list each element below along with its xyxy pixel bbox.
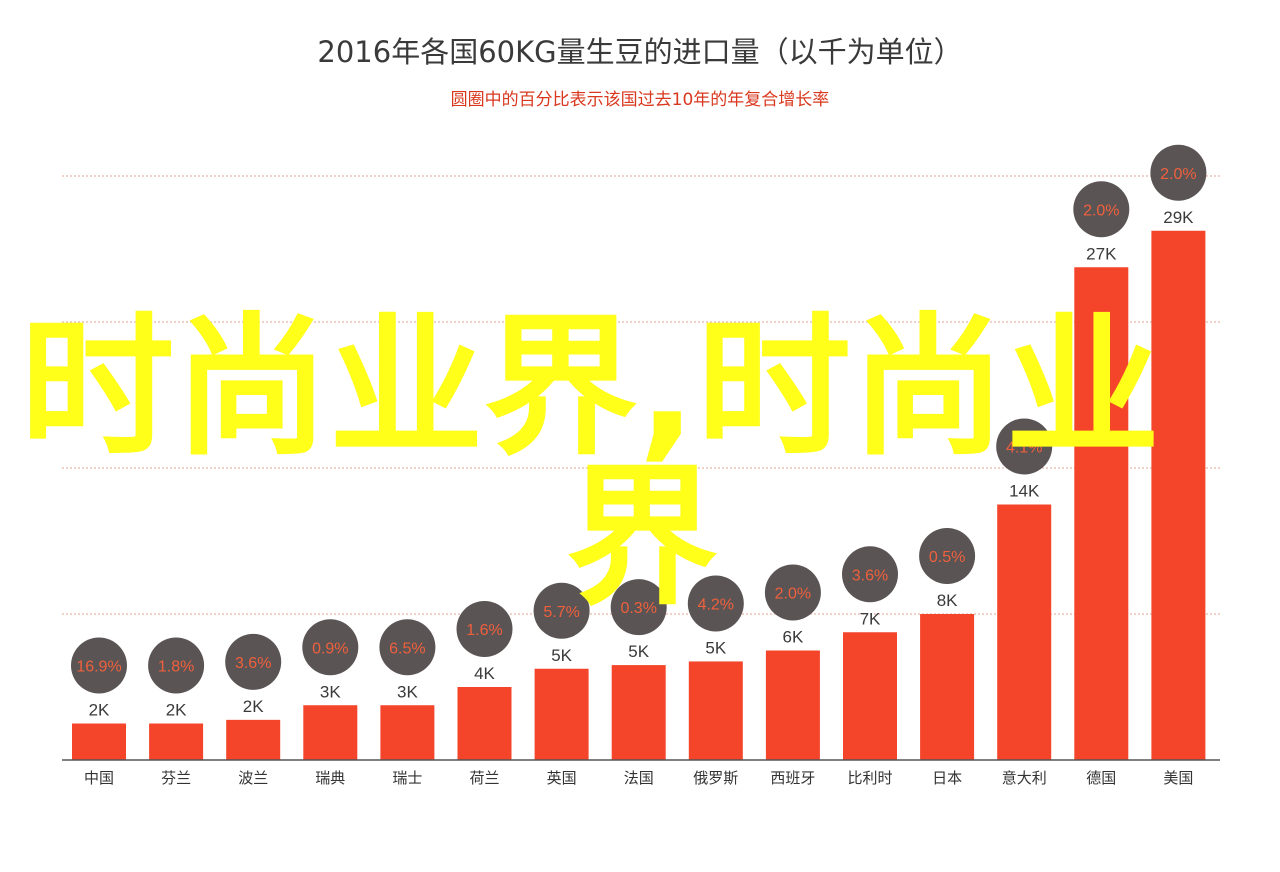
bar [688, 661, 743, 760]
category-label: 中国 [84, 769, 114, 787]
chart-subtitle: 圆圈中的百分比表示该国过去10年的年复合增长率 [451, 90, 830, 110]
value-label: 3K [397, 682, 418, 701]
bar [1074, 267, 1129, 760]
bar [843, 632, 897, 760]
growth-circle [148, 637, 205, 694]
growth-label: 2.0% [1160, 166, 1196, 183]
growth-circle [919, 528, 976, 584]
value-label: 29K [1163, 208, 1194, 227]
growth-label: 0.3% [620, 600, 656, 617]
growth-circle [764, 564, 821, 621]
bar [997, 504, 1052, 760]
category-label: 瑞典 [315, 769, 345, 787]
growth-label: 1.8% [158, 659, 194, 676]
category-label: 日本 [932, 769, 962, 787]
category-label: 美国 [1163, 769, 1193, 787]
growth-label: 6.5% [389, 640, 425, 657]
growth-label: 5.7% [543, 604, 579, 621]
category-label: 俄罗斯 [693, 769, 738, 787]
category-label: 荷兰 [469, 769, 499, 787]
bar [920, 614, 975, 760]
growth-label: 4.2% [698, 596, 734, 613]
bar [534, 668, 589, 760]
value-label: 14K [1009, 482, 1040, 501]
growth-circle [71, 637, 127, 694]
growth-circle [1073, 181, 1130, 238]
value-label: 4K [474, 664, 495, 683]
bars [72, 230, 1206, 760]
category-label: 法国 [624, 769, 654, 787]
bar [765, 650, 820, 760]
growth-label: 0.5% [929, 549, 965, 566]
category-label: 芬兰 [161, 769, 191, 787]
labels: 2K 16.9% 中国 2K 1.8% 芬兰 2K 3.6% 波兰 3K 0.9% 瑞典 3K 6.5% 瑞… [71, 144, 1207, 787]
bar [149, 723, 204, 760]
value-label: 2K [243, 697, 264, 716]
bar [380, 705, 435, 760]
bar [72, 723, 126, 760]
chart-title: 2016年各国60KG量生豆的进口量（以千为单位） [317, 35, 962, 69]
growth-label: 2.0% [775, 586, 811, 603]
growth-circle [225, 633, 282, 690]
category-label: 德国 [1086, 769, 1116, 787]
category-label: 西班牙 [770, 769, 815, 787]
growth-label: 16.9% [76, 659, 121, 676]
growth-label: 2.0% [1083, 202, 1119, 219]
watermark-line-1: 时尚业界,时尚业 [20, 299, 1160, 476]
growth-circle [456, 601, 513, 657]
bar [1151, 230, 1206, 760]
growth-circle [533, 582, 590, 639]
category-label: 意大利 [1002, 769, 1047, 787]
growth-circle [379, 619, 436, 676]
bar [457, 687, 512, 760]
value-label: 2K [166, 701, 187, 720]
growth-circle [302, 619, 359, 676]
growth-circle [687, 575, 744, 632]
growth-label: 3.6% [852, 567, 888, 584]
bar [611, 665, 666, 760]
growth-circle [996, 418, 1053, 475]
value-label: 5K [551, 646, 572, 665]
value-label: 8K [937, 591, 958, 610]
growth-circle [842, 546, 898, 603]
value-label: 6K [783, 628, 804, 647]
growth-label: 1.6% [466, 622, 502, 639]
watermark-line-2: 界 [566, 449, 718, 626]
bar [226, 719, 281, 760]
category-label: 英国 [547, 769, 577, 787]
growth-label: 3.6% [235, 655, 271, 672]
growth-circle [610, 579, 667, 636]
category-label: 瑞士 [392, 769, 422, 787]
value-label: 5K [628, 642, 649, 661]
category-label: 波兰 [238, 769, 268, 787]
value-label: 2K [89, 701, 110, 720]
value-label: 27K [1086, 244, 1117, 263]
growth-label: 0.9% [312, 640, 348, 657]
growth-label: 4.1% [1006, 440, 1042, 457]
watermark-overlay: 时尚业界,时尚业 界 [20, 299, 1160, 626]
category-label: 比利时 [847, 769, 892, 787]
value-label: 3K [320, 682, 341, 701]
value-label: 5K [705, 638, 726, 657]
value-label: 7K [860, 609, 881, 628]
growth-circle [1150, 144, 1207, 201]
bar [303, 705, 358, 760]
